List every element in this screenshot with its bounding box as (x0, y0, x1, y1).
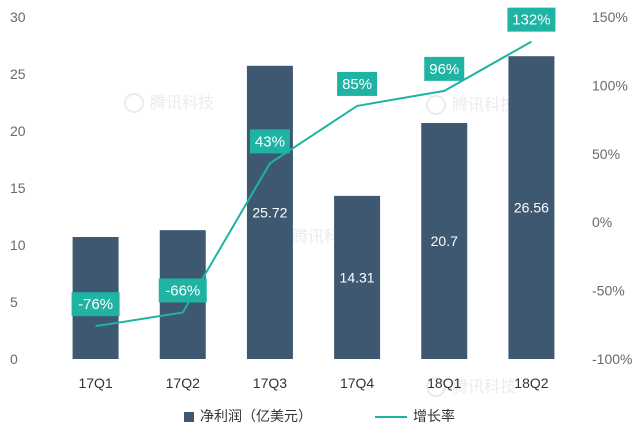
growth-label: 132% (507, 7, 556, 32)
svg-text:腾讯科技: 腾讯科技 (452, 95, 516, 114)
bar (246, 65, 293, 360)
bar (334, 195, 381, 359)
growth-line-series (95, 40, 532, 328)
growth-label: -76% (71, 292, 120, 317)
left-axis-ticks: 0 5 10 15 20 25 30 (10, 9, 26, 367)
right-axis-ticks: -100% -50% 0% 50% 100% 150% (592, 9, 632, 367)
growth-label-box (337, 71, 378, 96)
growth-label-text: -76% (78, 296, 113, 313)
svg-text:腾讯科技: 腾讯科技 (150, 93, 214, 112)
category-tick: 17Q1 (78, 375, 112, 391)
category-axis-ticks: 17Q1 17Q2 17Q3 17Q4 18Q1 18Q2 (78, 375, 548, 391)
bar-value-label: 14.31 (340, 269, 375, 285)
legend-bar-label: 净利润（亿美元） (200, 409, 312, 425)
growth-label: -66% (158, 278, 207, 303)
growth-label-text: 43% (255, 133, 285, 150)
svg-text:腾讯科技: 腾讯科技 (452, 377, 516, 396)
watermark: 腾讯科技 (426, 377, 516, 397)
growth-label: 85% (337, 71, 378, 96)
left-axis-tick: 20 (10, 123, 26, 139)
watermark: 腾讯科技 (124, 93, 214, 113)
legend-line-label: 增长率 (413, 408, 455, 425)
bar-data-labels: 25.72 14.31 20.7 26.56 (252, 200, 549, 286)
growth-label: 96% (424, 56, 465, 81)
right-axis-tick: -50% (592, 283, 625, 299)
growth-label-box (507, 7, 556, 32)
legend: 净利润（亿美元） 增长率 (184, 408, 455, 425)
left-axis-tick: 25 (10, 66, 26, 82)
bar-value-label: 26.56 (514, 200, 549, 216)
growth-data-labels: -76% -66% 43% 85% 96% 132% (71, 7, 556, 317)
category-tick: 18Q1 (427, 375, 461, 391)
watermark: 腾讯科技 (426, 95, 516, 115)
category-tick: 17Q2 (166, 375, 200, 391)
category-tick: 18Q2 (514, 375, 548, 391)
category-tick: 17Q4 (340, 375, 374, 391)
left-axis-tick: 15 (10, 180, 26, 196)
growth-label-box (424, 56, 465, 81)
right-axis-tick: 100% (592, 77, 628, 93)
right-axis-tick: -100% (592, 351, 632, 367)
growth-label: 43% (249, 129, 290, 154)
left-axis-tick: 5 (10, 294, 18, 310)
growth-label-box (158, 278, 207, 303)
growth-label-text: 96% (429, 61, 459, 78)
left-axis-tick: 30 (10, 9, 26, 25)
right-axis-tick: 0% (592, 214, 612, 230)
category-tick: 17Q3 (253, 375, 287, 391)
right-axis-tick: 50% (592, 146, 620, 162)
growth-label-text: 132% (512, 12, 550, 29)
bar-value-label: 25.72 (252, 204, 287, 220)
legend-bar-swatch (184, 412, 194, 422)
left-axis-tick: 10 (10, 237, 26, 253)
growth-label-text: -66% (165, 282, 200, 299)
growth-label-text: 85% (342, 76, 372, 93)
bar (421, 123, 468, 360)
left-axis-tick: 0 (10, 351, 18, 367)
bar (508, 56, 555, 359)
bar-value-label: 20.7 (431, 233, 458, 249)
growth-label-box (71, 292, 120, 317)
right-axis-tick: 150% (592, 9, 628, 25)
growth-label-box (249, 129, 290, 154)
growth-line (95, 40, 532, 328)
